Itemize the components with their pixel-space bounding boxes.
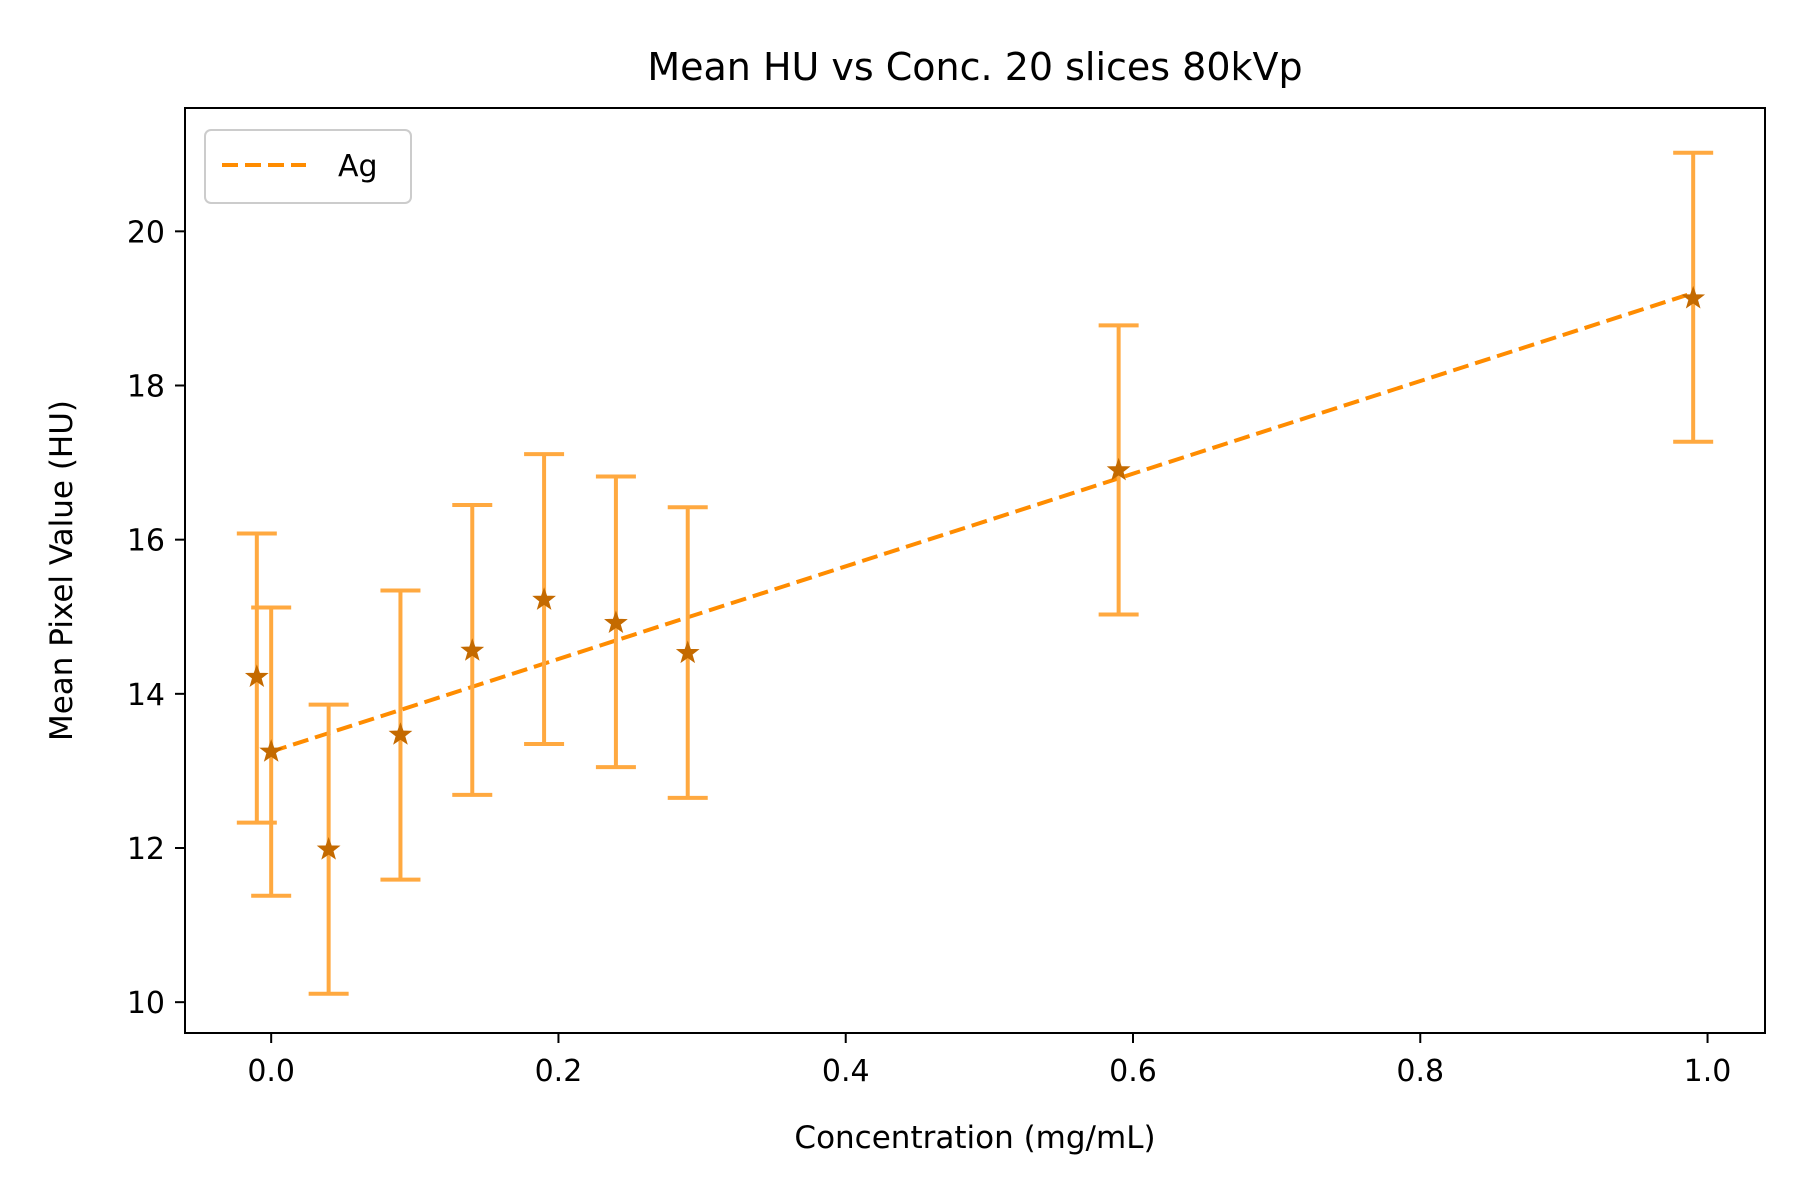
- x-tick-label: 0.6: [1109, 1054, 1157, 1089]
- x-axis-label: Concentration (mg/mL): [794, 1120, 1155, 1156]
- y-tick-label: 14: [127, 678, 165, 713]
- x-tick-label: 1.0: [1684, 1054, 1732, 1089]
- y-axis-label: Mean Pixel Value (HU): [44, 400, 80, 741]
- x-tick-label: 0.2: [535, 1054, 583, 1089]
- x-tick-label: 0.4: [822, 1054, 870, 1089]
- chart-title: Mean HU vs Conc. 20 slices 80kVp: [647, 45, 1302, 89]
- data-point-star: [259, 739, 284, 762]
- data-point-star: [675, 640, 700, 664]
- marker-layer: [244, 285, 1706, 860]
- data-point-star: [532, 587, 556, 610]
- fit-line-layer: [270, 291, 1694, 754]
- data-point-star: [244, 664, 269, 687]
- legend-label-ag: Ag: [338, 149, 378, 184]
- plot-area-frame: [184, 107, 1766, 1034]
- data-point-star: [604, 610, 628, 634]
- legend: Ag: [204, 129, 412, 204]
- y-axis-ticks: 10 12 14 16 18 20: [127, 215, 185, 1021]
- data-point-star: [388, 722, 413, 745]
- y-tick-label: 12: [127, 832, 165, 867]
- x-tick-label: 0.0: [247, 1054, 295, 1089]
- y-tick-label: 18: [127, 370, 165, 405]
- y-tick-label: 10: [127, 986, 165, 1021]
- fit-line: [270, 291, 1694, 754]
- data-point-star: [1106, 457, 1131, 481]
- y-tick-label: 20: [127, 215, 165, 250]
- data-point-star: [1681, 285, 1706, 309]
- x-axis-ticks: 0.0 0.2 0.4 0.6 0.8 1.0: [247, 1033, 1731, 1089]
- data-point-star: [316, 837, 341, 860]
- x-tick-label: 0.8: [1396, 1054, 1444, 1089]
- y-tick-label: 16: [127, 524, 165, 559]
- data-point-star: [460, 638, 485, 661]
- legend-box: [204, 129, 412, 204]
